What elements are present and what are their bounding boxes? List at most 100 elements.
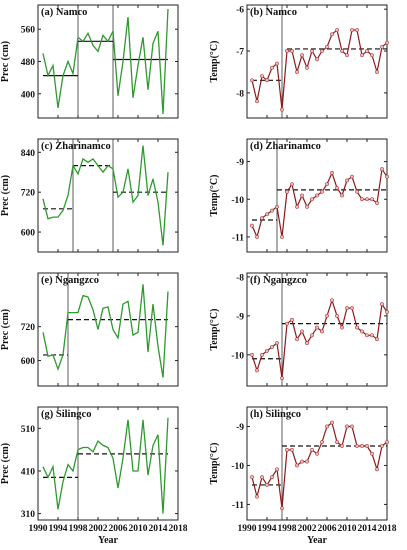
data-point (290, 182, 294, 187)
data-point (375, 70, 379, 74)
y-axis-label: Temp(°C) (209, 41, 220, 83)
data-point (330, 298, 334, 303)
data-point (355, 444, 359, 448)
data-point (315, 325, 319, 330)
data-point (340, 325, 344, 330)
y-tick-label: -9 (236, 312, 244, 322)
data-point (385, 310, 389, 314)
data-point (365, 333, 369, 338)
x-tick-label: 2002 (89, 524, 108, 534)
data-point (330, 32, 334, 37)
data-point (355, 325, 359, 330)
x-tick-label: 1994 (258, 524, 277, 534)
plot-frame (37, 406, 179, 521)
x-tick-label: 1990 (29, 524, 48, 534)
x-tick-label: 1998 (69, 524, 88, 534)
y-tick-label: 480 (21, 58, 36, 68)
y-tick-label: 310 (21, 510, 36, 520)
data-point (275, 341, 279, 346)
data-point (320, 440, 324, 445)
data-point (285, 49, 289, 53)
data-point (265, 78, 269, 83)
temperature-series-line (251, 29, 388, 110)
y-axis-label: Temp(°C) (209, 309, 220, 351)
data-point (270, 65, 274, 70)
data-point (360, 329, 364, 334)
data-point (300, 53, 304, 58)
data-point (380, 167, 384, 172)
data-point (310, 447, 314, 452)
plot-frame (37, 272, 179, 387)
data-point (310, 197, 314, 202)
y-tick-label: -10 (231, 351, 244, 361)
y-axis-label: Prec (cm) (0, 175, 11, 216)
data-point (315, 451, 319, 456)
panel-f: -10 -9 -8 (f) Ngangzco Temp(°C) (209, 272, 389, 387)
panel-title: (e) Ngangzco (41, 275, 99, 286)
data-point (290, 49, 294, 53)
data-point (335, 186, 339, 190)
x-tick-label: 2014 (358, 524, 377, 534)
y-tick-label: -8 (236, 89, 244, 99)
data-point (335, 28, 339, 33)
y-tick-label: -11 (232, 501, 244, 511)
y-tick-label: 410 (21, 467, 36, 477)
panel-a: 400 480 560 (a) Namco Prec (cm) (0, 4, 179, 119)
data-point (365, 197, 369, 202)
data-point (315, 193, 319, 198)
panel-b: -8 -7 -6 (b) Namco Temp(°C) (209, 4, 389, 119)
data-point (295, 337, 299, 342)
data-point (350, 306, 354, 311)
panel-title: (h) Silingco (250, 409, 301, 420)
y-axis-label: Prec (cm) (0, 309, 11, 350)
panel-g: 1990 1994 1998 2002 2006 2010 2014 2018 310 410 51… (0, 406, 188, 546)
data-point (330, 420, 334, 425)
data-point (320, 189, 324, 194)
data-point (270, 475, 274, 480)
panel-title: (c) Zharinamco (41, 141, 111, 152)
y-tick-label: -9 (236, 158, 244, 168)
data-point (300, 329, 304, 334)
y-axis-label: Prec (cm) (0, 41, 11, 82)
y-tick-label: -6 (236, 6, 244, 16)
data-point (340, 444, 344, 448)
x-tick-label: 1990 (238, 524, 257, 534)
data-point (355, 28, 359, 33)
y-tick-label: 720 (21, 189, 36, 199)
x-tick-label: 2018 (378, 524, 397, 534)
data-point (325, 424, 329, 429)
data-point (290, 317, 294, 322)
data-point (260, 74, 264, 79)
data-point (265, 212, 269, 217)
y-tick-label: 720 (21, 323, 36, 333)
data-point (250, 78, 254, 83)
panel-c: 600 720 840 (c) Zharinamco Prec (cm) (0, 138, 179, 253)
data-point (360, 444, 364, 448)
data-point (320, 49, 324, 53)
x-tick-label: 2010 (129, 524, 148, 534)
data-point (380, 444, 384, 448)
data-point (370, 333, 374, 338)
data-point (340, 49, 344, 53)
data-point (275, 204, 279, 209)
panel-e: 600 720 (e) Ngangzco Prec (cm) (0, 272, 179, 387)
data-point (380, 44, 384, 49)
data-point (280, 107, 284, 112)
data-point (295, 204, 299, 209)
data-point (360, 53, 364, 58)
precipitation-series-line (42, 145, 169, 246)
precipitation-series-line (42, 284, 169, 378)
data-point (370, 451, 374, 456)
data-point (300, 459, 304, 464)
panel-title: (a) Namco (41, 7, 87, 18)
data-point (385, 440, 389, 445)
data-point (285, 189, 289, 194)
data-point (270, 345, 274, 349)
panel-title: (f) Ngangzco (250, 275, 307, 286)
data-point (375, 467, 379, 472)
data-point (255, 368, 259, 373)
plot-frame (246, 4, 388, 119)
data-point (325, 313, 329, 318)
x-axis-label: Year (98, 535, 119, 546)
